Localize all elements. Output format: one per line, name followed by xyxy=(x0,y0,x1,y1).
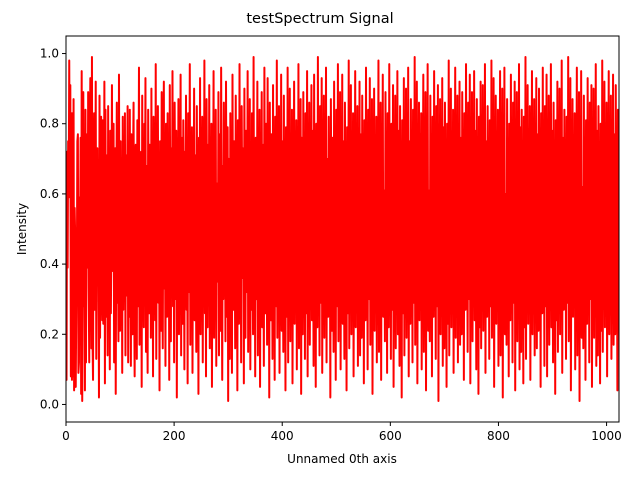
y-tick-label: 0.8 xyxy=(40,117,59,131)
x-tick-label: 400 xyxy=(271,429,294,443)
x-tick-label: 1000 xyxy=(591,429,622,443)
x-axis-label: Unnamed 0th axis xyxy=(287,452,397,466)
y-tick-label: 0.0 xyxy=(40,397,59,411)
y-tick-label: 0.2 xyxy=(40,327,59,341)
x-tick-label: 0 xyxy=(62,429,70,443)
y-tick-label: 0.6 xyxy=(40,187,59,201)
axes-frame xyxy=(65,35,620,423)
y-tick-label: 1.0 xyxy=(40,47,59,61)
x-tick-label: 200 xyxy=(163,429,186,443)
y-axis-ticks: 0.0 0.2 0.4 0.6 0.8 1.0 xyxy=(40,47,66,411)
x-axis-ticks: 0 200 400 600 800 1000 xyxy=(62,422,622,443)
signal-line xyxy=(66,56,619,402)
y-axis-label: Intensity xyxy=(15,203,29,255)
signal-series xyxy=(66,56,619,402)
y-tick-label: 0.4 xyxy=(40,257,59,271)
x-tick-label: 800 xyxy=(487,429,510,443)
x-tick-label: 600 xyxy=(379,429,402,443)
chart-title: testSpectrum Signal xyxy=(246,11,394,27)
